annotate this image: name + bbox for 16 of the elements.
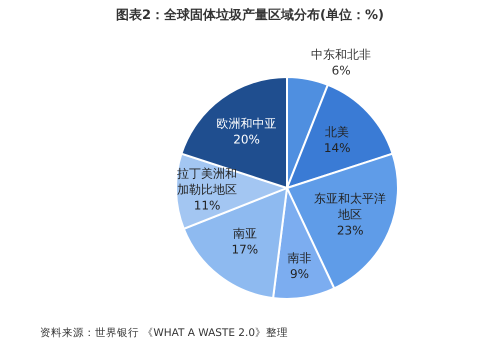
text: 资料来源：世界银行 《WHAT A WASTE 2.0》整理 [40, 326, 288, 340]
data-label: 17% [231, 242, 258, 257]
slice-label: 拉丁美洲和加勒比地区 [177, 166, 238, 197]
data-label: 6% [332, 63, 351, 78]
slice-label: 中东和北非 [311, 47, 372, 62]
slice-label: 北美 [325, 125, 350, 140]
slice-label: 欧洲和中亚 [216, 116, 277, 130]
slice-label: 东亚和太平洋地区 [314, 191, 386, 222]
data-label: 11% [194, 198, 220, 213]
chart-title: 图表2：全球固体垃圾产量区域分布(单位：%) [115, 6, 385, 24]
data-label: 9% [290, 267, 310, 282]
data-label: 14% [324, 141, 351, 156]
data-label: 23% [336, 223, 364, 238]
data-label: 20% [233, 132, 260, 146]
slice-label: 南非 [288, 251, 312, 266]
slice-label: 南亚 [232, 226, 257, 241]
